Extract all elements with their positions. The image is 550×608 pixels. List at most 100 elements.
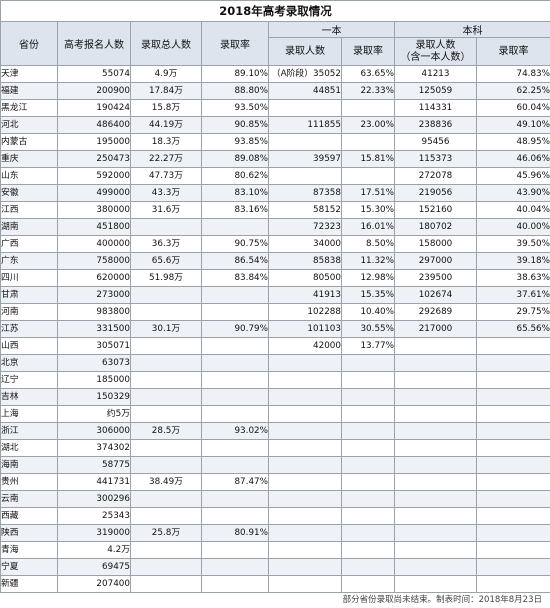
benke-rate-cell [475, 354, 550, 372]
yiben-count-cell [268, 354, 342, 372]
admit-rate-cell: 89.10% [201, 65, 269, 83]
benke-count-cell [394, 405, 477, 423]
applicants-cell: 250473 [57, 150, 131, 168]
yiben-rate-cell [341, 473, 395, 491]
benke-count-cell: 158000 [394, 235, 477, 253]
yiben-count-cell: 111855 [268, 116, 342, 134]
applicants-cell: 273000 [57, 286, 131, 304]
yiben-rate-cell [341, 490, 395, 508]
footer-text: 部分省份录取尚未结束。制表时间：2018年8月23日 [342, 595, 542, 605]
benke-count-cell: 238836 [394, 116, 477, 134]
benke-count-cell [394, 473, 477, 491]
yiben-count-cell [268, 99, 342, 117]
admitted-total-cell: 36.3万 [130, 235, 202, 253]
admit-rate-cell: 86.54% [201, 252, 269, 270]
province-cell: 山东 [0, 167, 58, 185]
benke-count-cell: 125059 [394, 82, 477, 100]
table-row: 上海 约5万 [0, 405, 550, 423]
admit-rate-cell: 83.16% [201, 201, 269, 219]
applicants-cell: 约5万 [57, 405, 131, 423]
admit-rate-cell: 93.50% [201, 99, 269, 117]
province-cell: 江苏 [0, 320, 58, 338]
admission-table: 2018年高考录取情况 省份 高考报名人数 录取总人数 录取率 一本 本科 录取… [0, 0, 550, 593]
benke-rate-cell: 43.90% [475, 184, 550, 202]
yiben-rate-cell: 10.40% [341, 303, 395, 321]
table-row: 内蒙古 195000 18.3万 93.85% 95456 48.95% [0, 133, 550, 151]
benke-rate-cell: 40.00% [475, 218, 550, 236]
admitted-total-cell [130, 405, 202, 423]
applicants-cell: 486400 [57, 116, 131, 134]
yiben-rate-cell: 30.55% [341, 320, 395, 338]
applicants-cell: 380000 [57, 201, 131, 219]
admit-rate-cell [201, 354, 269, 372]
benke-count-cell: 114331 [394, 99, 477, 117]
yiben-count-cell [268, 133, 342, 151]
table-row: 广东 758000 65.6万 86.54% 85838 11.32% 297000 39.1… [0, 252, 550, 270]
yiben-count-cell [268, 167, 342, 185]
province-cell: 湖南 [0, 218, 58, 236]
admitted-total-cell [130, 575, 202, 593]
applicants-cell: 55074 [57, 65, 131, 83]
table-row: 江苏 331500 30.1万 90.79% 101103 30.55% 217000 65.… [0, 320, 550, 338]
admit-rate-cell [201, 507, 269, 525]
admit-rate-cell: 93.85% [201, 133, 269, 151]
yiben-rate-cell [341, 558, 395, 576]
benke-count-cell: 115373 [394, 150, 477, 168]
yiben-rate-cell: 15.81% [341, 150, 395, 168]
admit-rate-cell [201, 490, 269, 508]
benke-count-cell [394, 456, 477, 474]
benke-count-cell [394, 439, 477, 457]
table-row: 四川 620000 51.98万 83.84% 80500 12.98% 239500 38.… [0, 269, 550, 287]
admitted-total-cell [130, 507, 202, 525]
admit-rate-cell [201, 405, 269, 423]
admitted-total-cell [130, 388, 202, 406]
header-yiben: 一本 [268, 21, 395, 38]
admitted-total-cell [130, 354, 202, 372]
table-row: 黑龙江 190424 15.8万 93.50% 114331 60.04% [0, 99, 550, 117]
yiben-count-cell [268, 405, 342, 423]
province-cell: 福建 [0, 82, 58, 100]
province-cell: 河北 [0, 116, 58, 134]
yiben-rate-cell [341, 422, 395, 440]
admit-rate-cell: 83.10% [201, 184, 269, 202]
benke-rate-cell [475, 422, 550, 440]
table-row: 天津 55074 4.9万 89.10% （A阶段）35052 63.65% 41213 74… [0, 65, 550, 83]
applicants-cell: 983800 [57, 303, 131, 321]
province-cell: 西藏 [0, 507, 58, 525]
yiben-count-cell: 34000 [268, 235, 342, 253]
benke-rate-cell: 65.56% [475, 320, 550, 338]
province-cell: 江西 [0, 201, 58, 219]
yiben-count-cell: 80500 [268, 269, 342, 287]
benke-rate-cell: 39.50% [475, 235, 550, 253]
header-benke-rate: 录取率 [475, 37, 550, 66]
province-cell: 内蒙古 [0, 133, 58, 151]
applicants-cell: 190424 [57, 99, 131, 117]
admitted-total-cell [130, 439, 202, 457]
admit-rate-cell: 90.85% [201, 116, 269, 134]
yiben-count-cell: 72323 [268, 218, 342, 236]
benke-rate-cell: 49.10% [475, 116, 550, 134]
yiben-count-cell [268, 388, 342, 406]
province-cell: 山西 [0, 337, 58, 355]
admitted-total-cell [130, 218, 202, 236]
benke-rate-cell: 40.04% [475, 201, 550, 219]
table-row: 陕西 319000 25.8万 80.91% [0, 524, 550, 542]
yiben-count-cell [268, 490, 342, 508]
benke-rate-cell: 29.75% [475, 303, 550, 321]
applicants-cell: 451800 [57, 218, 131, 236]
table-row: 北京 63073 [0, 354, 550, 372]
table-row: 福建 200900 17.84万 88.80% 44851 22.33% 125059 62.… [0, 82, 550, 100]
header-yiben-count: 录取人数 [268, 37, 342, 66]
applicants-cell: 69475 [57, 558, 131, 576]
admit-rate-cell [201, 388, 269, 406]
table-row: 甘肃 273000 41913 15.35% 102674 37.61% [0, 286, 550, 304]
admitted-total-cell [130, 490, 202, 508]
benke-count-cell [394, 541, 477, 559]
applicants-cell: 441731 [57, 473, 131, 491]
applicants-cell: 195000 [57, 133, 131, 151]
table-row: 河北 486400 44.19万 90.85% 111855 23.00% 238836 49… [0, 116, 550, 134]
yiben-rate-cell: 17.51% [341, 184, 395, 202]
admit-rate-cell [201, 371, 269, 389]
admitted-total-cell: 15.8万 [130, 99, 202, 117]
